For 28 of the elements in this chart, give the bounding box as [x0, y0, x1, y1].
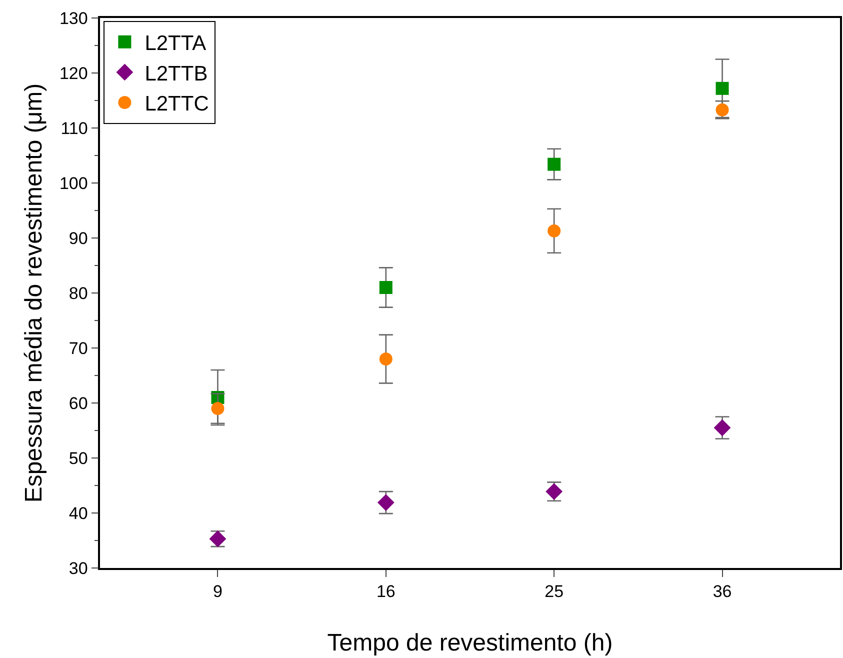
- y-tick-label: 100: [59, 174, 88, 193]
- y-tick-label: 130: [59, 8, 88, 28]
- x-tick-label: 36: [712, 582, 732, 602]
- point: [211, 402, 224, 415]
- x-tick-label: 16: [376, 582, 396, 602]
- point: [377, 494, 394, 511]
- y-tick-label: 110: [60, 118, 88, 138]
- y-tick-label: 40: [68, 504, 88, 523]
- x-axis-title: Tempo de revestimento (h): [327, 630, 613, 656]
- point: [714, 419, 731, 436]
- y-tick-label: 90: [68, 228, 88, 248]
- point: [379, 352, 392, 366]
- point: [379, 281, 392, 294]
- x-tick-label: 25: [544, 582, 564, 602]
- legend-label: L2TTC: [144, 92, 209, 116]
- y-tick-label: 70: [68, 338, 88, 358]
- point: [548, 224, 561, 238]
- legend-label: L2TTB: [144, 62, 208, 86]
- y-axis-title: Espessura média do revestimento (μm): [20, 83, 48, 503]
- legend-label: L2TTA: [144, 32, 206, 56]
- y-tick-label: 80: [68, 284, 88, 303]
- y-tick-label: 50: [68, 448, 88, 468]
- point: [716, 82, 729, 95]
- y-tick-label: 30: [68, 558, 88, 578]
- y-tick-label: 120: [59, 64, 88, 83]
- x-tick-label: 9: [212, 582, 222, 602]
- y-tick-label: 60: [68, 394, 88, 413]
- point: [548, 158, 561, 171]
